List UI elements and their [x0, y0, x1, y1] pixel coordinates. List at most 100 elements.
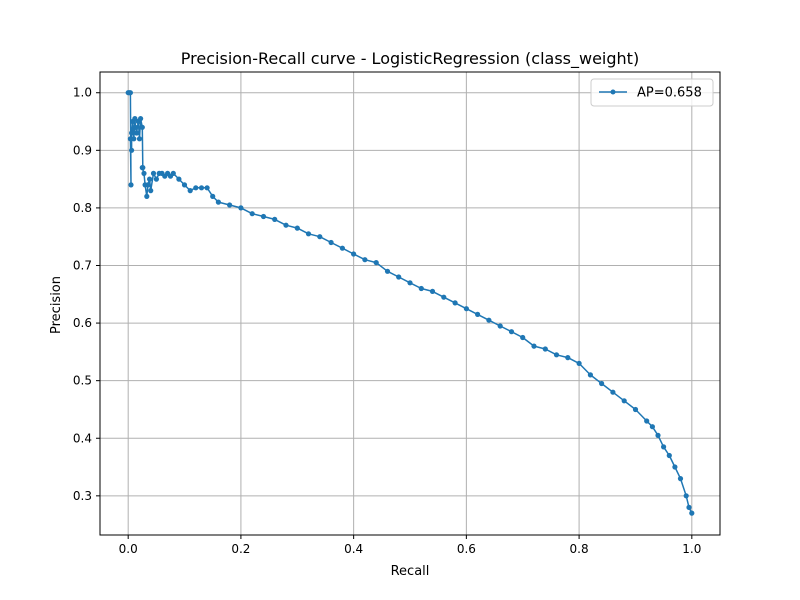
data-point [649, 424, 656, 430]
data-point [129, 147, 135, 153]
data-point [565, 355, 571, 361]
y-tick-label: 0.7 [73, 258, 92, 272]
data-point [145, 182, 151, 188]
data-point [599, 380, 605, 387]
x-tick-label: 0.0 [119, 542, 138, 556]
data-point [610, 389, 616, 395]
data-point [666, 452, 672, 459]
data-point [351, 251, 357, 257]
legend: AP=0.658 [590, 78, 714, 107]
data-point [339, 245, 345, 251]
x-tick-label: 0.8 [570, 542, 589, 556]
x-tick-label: 1.0 [682, 542, 701, 556]
y-tick-label: 0.9 [73, 143, 92, 157]
data-point [542, 346, 548, 352]
x-tick-label: 0.6 [457, 542, 476, 556]
data-point [193, 185, 199, 191]
data-point [632, 406, 639, 413]
data-point [305, 231, 312, 237]
data-point [497, 323, 503, 329]
data-point [672, 464, 678, 470]
data-point [187, 188, 193, 194]
data-point [238, 205, 244, 211]
data-point [328, 239, 334, 246]
data-point [283, 222, 289, 228]
data-point [147, 176, 153, 182]
y-tick-label: 0.6 [73, 316, 92, 330]
legend-label: AP=0.658 [637, 86, 702, 101]
data-point [317, 234, 323, 240]
series-layer [125, 90, 695, 516]
data-point [362, 257, 368, 263]
data-point [373, 260, 379, 266]
y-tick-label: 0.8 [73, 201, 92, 215]
data-point [129, 130, 135, 136]
data-point [153, 176, 159, 182]
data-point [127, 90, 133, 96]
x-tick-label: 0.2 [231, 542, 250, 556]
data-point [463, 306, 469, 312]
data-point [553, 352, 560, 358]
data-point [677, 476, 684, 482]
data-point [621, 398, 627, 404]
data-point [508, 329, 515, 335]
data-point [132, 124, 139, 130]
data-point [689, 510, 695, 516]
data-point [272, 216, 278, 222]
legend-box [590, 78, 714, 107]
data-point [170, 170, 176, 176]
data-point [139, 165, 145, 171]
x-axis-label: Recall [391, 564, 430, 579]
data-point [396, 274, 402, 280]
data-point [418, 285, 424, 292]
data-point [215, 199, 221, 205]
y-tick-label: 0.3 [73, 489, 92, 503]
data-point [452, 300, 458, 306]
data-point [686, 504, 692, 510]
data-point [260, 213, 267, 220]
data-point [128, 182, 134, 188]
data-point [227, 202, 233, 208]
data-point [141, 170, 147, 176]
y-axis-label: Precision [49, 276, 64, 334]
data-point [131, 136, 137, 142]
data-point [132, 116, 138, 122]
data-point [139, 124, 145, 130]
data-point [249, 211, 255, 217]
data-point [294, 225, 300, 231]
data-point [520, 334, 526, 341]
data-point [136, 136, 143, 142]
data-point [576, 360, 582, 366]
chart-title: Precision-Recall curve - LogisticRegress… [181, 49, 639, 69]
data-point [661, 444, 667, 450]
data-point [683, 493, 689, 499]
data-point [204, 185, 210, 191]
data-point [486, 317, 492, 323]
y-tick-label: 0.5 [73, 374, 92, 388]
data-point [181, 182, 188, 188]
data-point [198, 185, 205, 191]
data-point [176, 176, 182, 182]
y-tick-label: 0.4 [73, 431, 92, 445]
data-point [138, 116, 144, 122]
data-point [144, 193, 150, 199]
data-point [150, 170, 157, 176]
x-tick-label: 0.4 [344, 542, 363, 556]
data-point [441, 294, 447, 300]
data-point [134, 130, 140, 136]
data-point [475, 311, 481, 317]
y-tick-label: 1.0 [73, 86, 92, 100]
data-point [655, 432, 661, 438]
data-point [644, 418, 650, 424]
data-point [148, 188, 154, 194]
legend-marker [610, 89, 616, 95]
data-point [384, 268, 391, 274]
y-axis: 0.3 0.4 0.5 0.6 0.7 0.8 0.9 1.0 [73, 86, 100, 503]
data-point [587, 372, 594, 378]
grid [100, 72, 720, 535]
x-axis: 0.0 0.2 0.4 0.6 0.8 1.0 [119, 535, 701, 556]
data-point [407, 280, 413, 286]
plot-frame [99, 71, 721, 536]
data-point [531, 343, 537, 349]
